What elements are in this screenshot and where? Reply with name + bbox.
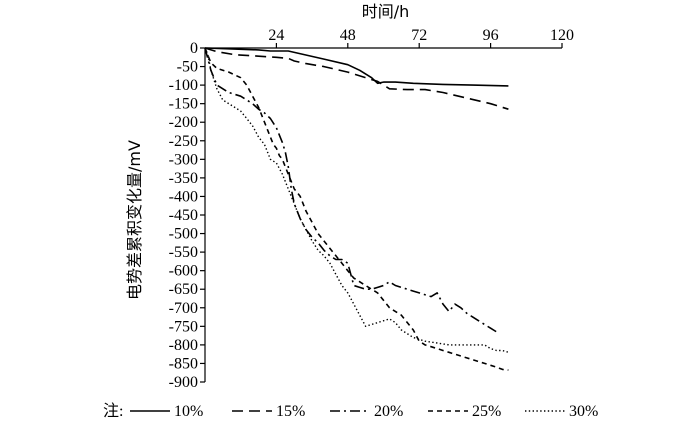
y-tick-label: -750 xyxy=(169,318,198,335)
series-line-20pct xyxy=(204,47,498,333)
series-line-15pct xyxy=(204,47,509,110)
y-tick-label: -900 xyxy=(169,374,198,391)
x-axis-title: 时间/h xyxy=(362,2,410,21)
legend-label-30pct: 30% xyxy=(569,403,598,420)
y-tick-label: -300 xyxy=(169,151,198,168)
x-axis-ticks: 24 48 72 96 120 xyxy=(268,27,574,48)
x-tick-label: 96 xyxy=(483,27,499,44)
y-tick-label: -100 xyxy=(169,77,198,94)
legend-label-15pct: 15% xyxy=(276,403,305,420)
y-tick-label: 0 xyxy=(190,40,198,57)
x-tick-label: 24 xyxy=(268,27,284,44)
y-tick-label: -800 xyxy=(169,337,198,354)
y-axis-ticks: 0 -50-100 -150-200 -250-300 -350-400 -450 -500… xyxy=(169,40,205,391)
y-tick-label: -200 xyxy=(169,114,198,131)
y-tick-label: -550 xyxy=(169,244,198,261)
x-tick-label: 48 xyxy=(340,27,356,44)
series-line-30pct xyxy=(204,47,509,353)
x-tick-label: 72 xyxy=(411,27,427,44)
legend: 注: 10% 15% 20% 25% 30% xyxy=(103,402,598,420)
y-tick-label: -50 xyxy=(177,59,198,76)
series-line-10pct xyxy=(204,47,509,87)
legend-label-20pct: 20% xyxy=(374,403,403,420)
series-line-25pct xyxy=(204,47,509,371)
y-tick-label: -700 xyxy=(169,300,198,317)
plot-area xyxy=(204,47,509,371)
y-tick-label: -350 xyxy=(169,170,198,187)
y-tick-label: -600 xyxy=(169,263,198,280)
legend-label-10pct: 10% xyxy=(174,403,203,420)
y-tick-label: -500 xyxy=(169,226,198,243)
y-tick-label: -850 xyxy=(169,355,198,372)
legend-label-25pct: 25% xyxy=(472,403,501,420)
x-tick-label: 120 xyxy=(550,27,574,44)
y-tick-label: -150 xyxy=(169,96,198,113)
y-tick-label: -400 xyxy=(169,188,198,205)
y-tick-label: -250 xyxy=(169,133,198,150)
legend-prefix: 注: xyxy=(103,402,123,420)
y-tick-label: -450 xyxy=(169,207,198,224)
y-axis-title: 电势差累积变化量/mV xyxy=(125,140,144,300)
y-tick-label: -650 xyxy=(169,281,198,298)
